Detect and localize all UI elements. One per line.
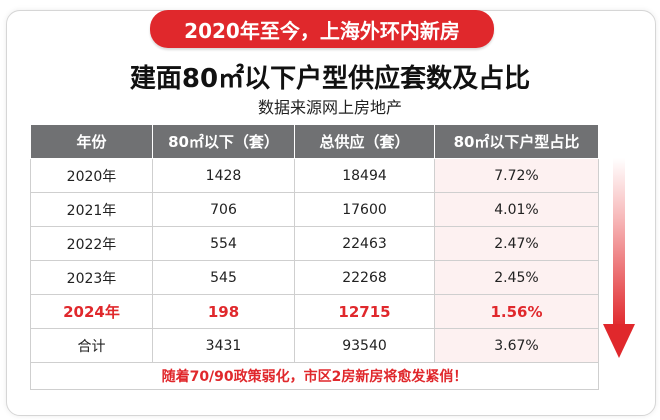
cell-year: 2021年 [30,192,153,227]
footnote: 随着70/90政策弱化，市区2房新房将愈发紧俏！ [30,362,599,390]
down-arrow-icon [603,158,635,358]
cell-total-supply: 93540 [294,328,435,363]
table-row: 2021年 706 17600 4.01% [30,192,599,227]
table-row-total: 合计 3431 93540 3.67% [30,328,599,363]
cell-small-units: 198 [152,294,295,329]
table-row: 2023年 545 22268 2.45% [30,260,599,295]
page-title: 建面80㎡以下户型供应套数及占比 [129,64,531,94]
header-year: 年份 [30,124,153,159]
table-header-row: 年份 80㎡以下（套） 总供应（套） 80㎡以下户型占比 [30,124,599,159]
table-row: 2020年 1428 18494 7.72% [30,158,599,193]
cell-total-supply: 22463 [294,226,435,261]
table-row: 2022年 554 22463 2.47% [30,226,599,261]
header-total-supply: 总供应（套） [294,124,435,159]
supply-table: 年份 80㎡以下（套） 总供应（套） 80㎡以下户型占比 2020年 1428 … [30,124,599,390]
cell-total-supply: 12715 [294,294,435,329]
header-share: 80㎡以下户型占比 [434,124,599,159]
cell-year: 2023年 [30,260,153,295]
cell-year: 2022年 [30,226,153,261]
cell-share: 2.45% [434,260,599,295]
cell-small-units: 3431 [152,328,295,363]
banner: 2020年至今，上海外环内新房 [150,10,494,48]
cell-small-units: 706 [152,192,295,227]
header-small-units: 80㎡以下（套） [152,124,295,159]
table-row-highlight: 2024年 198 12715 1.56% [30,294,599,329]
cell-small-units: 545 [152,260,295,295]
data-source: 数据来源网上房地产 [257,98,402,117]
cell-small-units: 554 [152,226,295,261]
cell-share: 4.01% [434,192,599,227]
cell-year: 2024年 [30,294,153,329]
cell-year: 2020年 [30,158,153,193]
cell-total-supply: 22268 [294,260,435,295]
cell-share: 7.72% [434,158,599,193]
cell-year: 合计 [30,328,153,363]
cell-total-supply: 17600 [294,192,435,227]
cell-share: 1.56% [434,294,599,329]
cell-small-units: 1428 [152,158,295,193]
footnote-row: 随着70/90政策弱化，市区2房新房将愈发紧俏！ [30,362,599,390]
cell-total-supply: 18494 [294,158,435,193]
cell-share: 3.67% [434,328,599,363]
cell-share: 2.47% [434,226,599,261]
